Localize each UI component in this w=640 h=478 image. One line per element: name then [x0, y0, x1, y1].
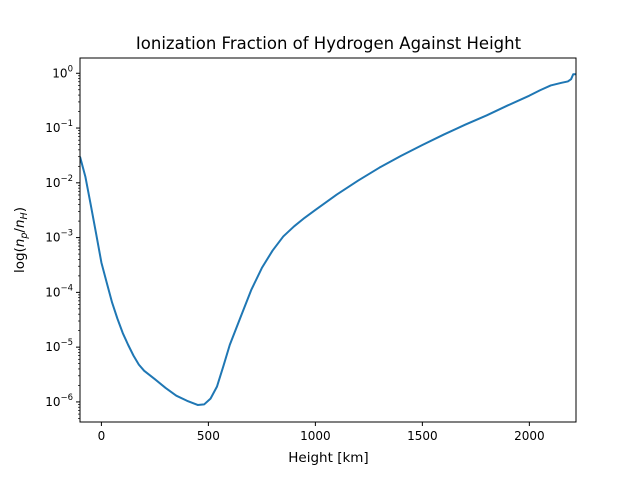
- y-tick-exponent: −3: [60, 229, 73, 239]
- y-label-prefix: log(: [12, 247, 28, 273]
- y-tick-label: 10−2: [45, 174, 73, 190]
- y-axis-label: log(np/nH): [12, 207, 30, 273]
- y-tick-base: 10: [45, 340, 60, 354]
- y-tick-base: 10: [45, 121, 60, 135]
- x-axis-label: Height [km]: [288, 450, 368, 466]
- x-tick-label: 1000: [300, 429, 331, 443]
- y-tick-exponent: 0: [68, 64, 73, 74]
- y-label-sub2: H: [19, 212, 30, 219]
- y-tick-base: 10: [45, 395, 60, 409]
- y-tick-label: 100: [52, 64, 73, 80]
- axes: 0 500 1000 1500 200010−610−510−410−310−210−1…: [45, 57, 577, 443]
- y-tick-label: 10−4: [45, 283, 73, 299]
- y-tick-base: 10: [52, 66, 67, 80]
- y-tick-label: 10−1: [45, 119, 73, 135]
- y-tick-base: 10: [45, 285, 60, 299]
- y-label-n2: n: [12, 219, 28, 228]
- chart-title: Ionization Fraction of Hydrogen Against …: [136, 34, 522, 53]
- x-tick-label: 500: [197, 429, 220, 443]
- y-tick-exponent: −2: [60, 174, 73, 184]
- y-tick-label: 10−6: [45, 393, 73, 409]
- y-tick-exponent: −5: [60, 338, 73, 348]
- y-tick-exponent: −1: [60, 119, 73, 129]
- y-tick-base: 10: [45, 231, 60, 245]
- y-tick-label: 10−3: [45, 229, 73, 245]
- y-tick-label: 10−5: [45, 338, 73, 354]
- y-tick-exponent: −4: [60, 283, 73, 293]
- y-label-n1: n: [12, 239, 28, 248]
- y-tick-base: 10: [45, 176, 60, 190]
- y-label-slash: /: [12, 228, 28, 233]
- y-tick-exponent: −6: [60, 393, 73, 403]
- y-label-sub1: p: [19, 233, 30, 240]
- plot-area: [80, 73, 576, 406]
- x-tick-label: 2000: [514, 429, 545, 443]
- x-tick-label: 0: [98, 429, 106, 443]
- series-line-0: [80, 73, 576, 406]
- y-label-suffix: ): [12, 207, 28, 212]
- x-tick-label: 1500: [407, 429, 438, 443]
